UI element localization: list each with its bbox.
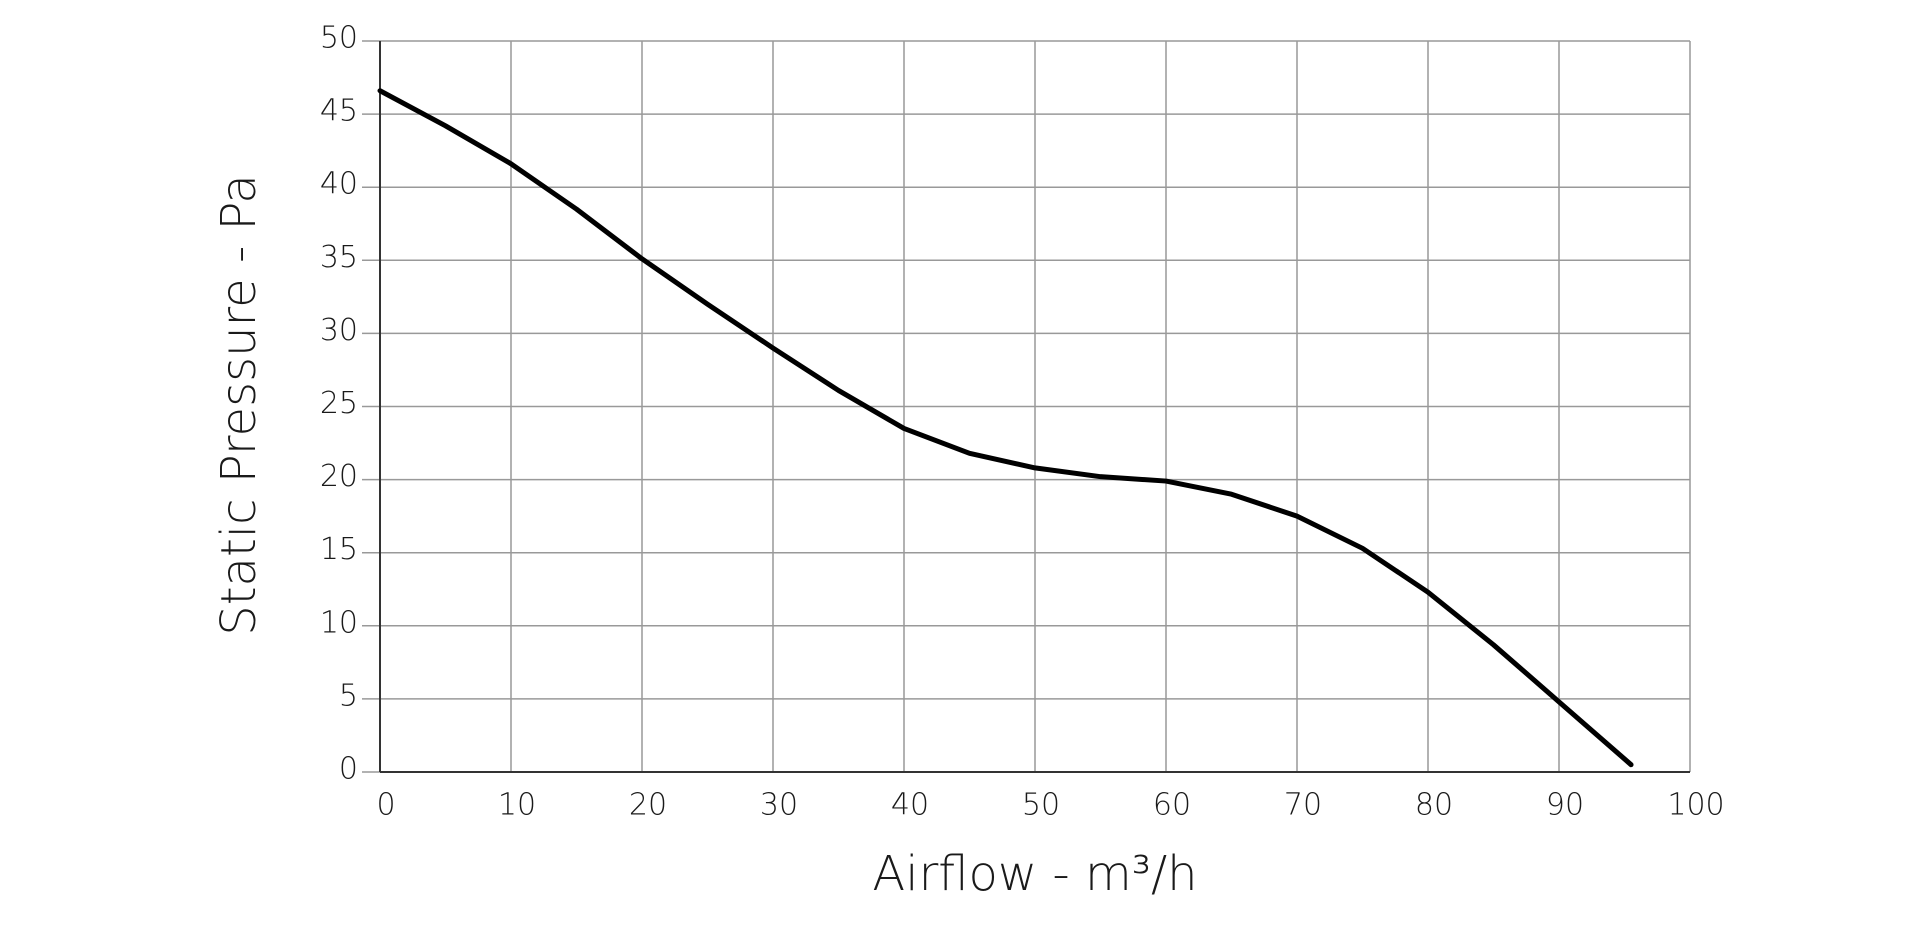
- y-tick-label: 5: [339, 678, 358, 713]
- x-tick-label: 90: [1546, 788, 1584, 823]
- y-tick-label: 15: [320, 532, 358, 567]
- y-tick-label: 10: [320, 605, 358, 640]
- x-tick-label: 30: [760, 788, 798, 823]
- y-tick-label: 0: [339, 752, 358, 787]
- x-tick-label: 10: [498, 788, 536, 823]
- y-tick-label: 45: [320, 94, 358, 129]
- x-tick-label: 0: [376, 788, 395, 823]
- x-tick-label: 20: [629, 788, 667, 823]
- x-tick-label: 100: [1667, 788, 1724, 823]
- x-axis-title: Airflow - m³/h: [872, 846, 1197, 902]
- y-tick-label: 30: [320, 313, 358, 348]
- x-tick-label: 50: [1022, 788, 1060, 823]
- x-tick-label: 80: [1415, 788, 1453, 823]
- y-tick-label: 35: [320, 240, 358, 275]
- y-axis-title: Static Pressure - Pa: [211, 174, 267, 636]
- y-tick-label: 50: [320, 21, 358, 56]
- y-tick-label: 40: [320, 167, 358, 202]
- x-tick-label: 70: [1284, 788, 1322, 823]
- x-tick-label: 60: [1153, 788, 1191, 823]
- y-tick-label: 25: [320, 386, 358, 421]
- data-line: [377, 88, 1634, 768]
- x-tick-label: 40: [891, 788, 929, 823]
- y-tick-label: 20: [320, 459, 358, 494]
